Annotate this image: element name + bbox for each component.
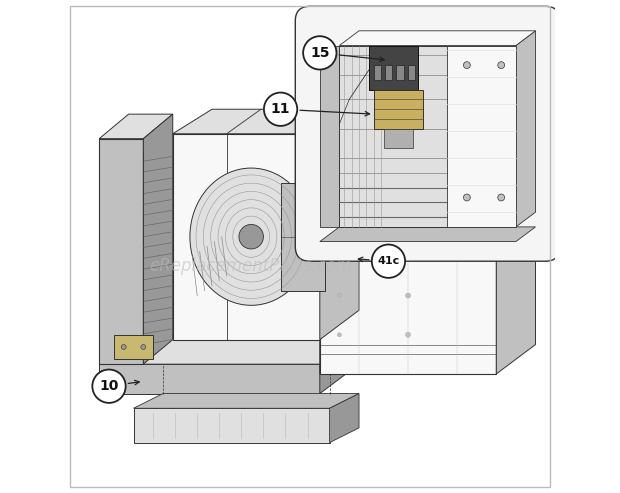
- Polygon shape: [447, 45, 516, 227]
- Circle shape: [463, 194, 471, 201]
- Text: 11: 11: [271, 102, 290, 116]
- Polygon shape: [99, 364, 320, 393]
- Circle shape: [239, 224, 264, 249]
- Polygon shape: [133, 408, 330, 443]
- Polygon shape: [396, 65, 404, 80]
- Polygon shape: [281, 183, 325, 290]
- Circle shape: [498, 62, 505, 69]
- FancyBboxPatch shape: [295, 6, 560, 261]
- Polygon shape: [99, 114, 173, 139]
- Polygon shape: [339, 45, 516, 227]
- Polygon shape: [114, 335, 153, 359]
- Polygon shape: [369, 45, 418, 90]
- Polygon shape: [99, 139, 143, 364]
- Circle shape: [498, 194, 505, 201]
- Polygon shape: [173, 109, 359, 134]
- Ellipse shape: [190, 168, 312, 305]
- Circle shape: [303, 36, 337, 70]
- Polygon shape: [99, 335, 359, 364]
- Circle shape: [337, 293, 342, 297]
- Polygon shape: [320, 109, 359, 340]
- Polygon shape: [330, 393, 359, 443]
- Circle shape: [337, 333, 342, 337]
- Polygon shape: [339, 31, 536, 45]
- Text: eReplacementParts.com: eReplacementParts.com: [149, 257, 353, 275]
- Polygon shape: [320, 45, 339, 227]
- Polygon shape: [385, 65, 392, 80]
- Polygon shape: [320, 158, 496, 374]
- Circle shape: [405, 244, 410, 249]
- Polygon shape: [173, 134, 320, 340]
- Polygon shape: [407, 65, 415, 80]
- Text: 10: 10: [99, 379, 118, 393]
- Polygon shape: [374, 65, 381, 80]
- Polygon shape: [320, 134, 359, 374]
- Circle shape: [405, 332, 410, 337]
- Circle shape: [405, 293, 410, 298]
- Circle shape: [337, 196, 342, 200]
- Text: 15: 15: [310, 46, 330, 60]
- Circle shape: [463, 62, 471, 69]
- Circle shape: [405, 195, 410, 200]
- Polygon shape: [143, 114, 173, 364]
- Polygon shape: [320, 227, 536, 242]
- Circle shape: [337, 245, 342, 248]
- Polygon shape: [374, 90, 423, 129]
- Polygon shape: [516, 31, 536, 227]
- Polygon shape: [133, 393, 359, 408]
- Polygon shape: [384, 129, 413, 148]
- Text: 41c: 41c: [378, 256, 399, 266]
- Circle shape: [141, 345, 146, 350]
- Polygon shape: [496, 129, 536, 374]
- Circle shape: [122, 345, 126, 350]
- Circle shape: [372, 245, 405, 278]
- Circle shape: [264, 93, 297, 126]
- Polygon shape: [320, 129, 536, 158]
- Circle shape: [92, 370, 126, 403]
- Polygon shape: [320, 335, 359, 393]
